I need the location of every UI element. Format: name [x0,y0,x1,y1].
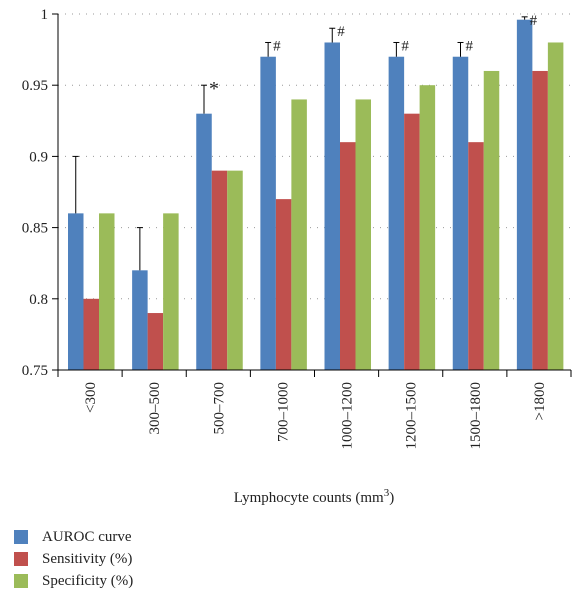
x-tick-label: <300 [83,382,99,413]
bar [132,270,148,370]
significance-mark: # [273,38,281,54]
x-tick-label: 300–500 [147,382,163,435]
x-tick-label: 1200–1500 [404,382,420,450]
x-axis-label-sup: 3 [384,487,390,499]
bar [483,70,500,371]
significance-mark: # [466,38,474,54]
bar [547,42,564,370]
significance-annotations: * # # # # # [209,13,538,100]
bar [99,213,115,370]
legend-item-auroc: AUROC curve [14,526,133,548]
legend-swatch-specificity [14,574,28,588]
legend: AUROC curve Sensitivity (%) Specificity … [14,526,133,592]
bar [355,99,371,370]
bar [324,42,340,370]
legend-label-sensitivity: Sensitivity (%) [42,550,133,567]
y-tick-label: 0.8 [29,292,48,308]
x-tick-label: 1500–1800 [468,382,484,450]
bar [275,199,292,370]
significance-mark: # [337,24,345,40]
bar [211,170,228,370]
bar [196,113,212,371]
bar [404,113,420,371]
bar [452,56,469,370]
bar [532,70,548,371]
y-tick-label: 1 [41,7,49,23]
legend-swatch-sensitivity [14,552,28,566]
x-axis-label-end: ) [389,490,394,506]
bar [291,99,307,370]
x-tick-label: 500–700 [211,382,227,435]
legend-swatch-auroc [14,530,28,544]
bar [468,142,484,370]
bar [516,19,533,371]
legend-item-specificity: Specificity (%) [14,570,133,592]
y-tick-label: 0.95 [22,78,48,94]
bar [260,56,276,370]
y-tick-label: 0.85 [22,221,48,237]
bars [68,19,564,371]
bar-chart: * # # # # # 0.75 0.8 0.85 0.9 0.95 1 <300 300–500 50… [22,7,572,506]
y-tick-label: 0.9 [29,149,48,165]
bar [68,213,84,370]
bar [340,142,356,370]
y-axis-ticks: 0.75 0.8 0.85 0.9 0.95 1 [22,7,58,379]
bar [388,56,405,370]
x-tick-label: 700–1000 [275,382,291,442]
bar [147,313,164,370]
bar [227,170,243,370]
x-axis-label: Lymphocyte counts (mm3) [234,487,394,506]
significance-mark: * [209,78,219,100]
x-tick-label: 1000–1200 [340,382,356,450]
bar [163,213,179,370]
legend-item-sensitivity: Sensitivity (%) [14,548,133,570]
x-tick-label: >1800 [532,382,548,420]
x-axis-label-text: Lymphocyte counts (mm [234,490,384,506]
significance-mark: # [530,13,538,29]
bar [83,298,99,370]
error-bars [72,16,528,271]
y-tick-label: 0.75 [22,363,48,379]
legend-label-specificity: Specificity (%) [42,572,134,589]
x-axis-ticks: <300 300–500 500–700 700–1000 1000–1200 1200–… [57,370,572,450]
bar [419,85,436,370]
legend-label-auroc: AUROC curve [42,528,132,545]
significance-mark: # [401,38,409,54]
